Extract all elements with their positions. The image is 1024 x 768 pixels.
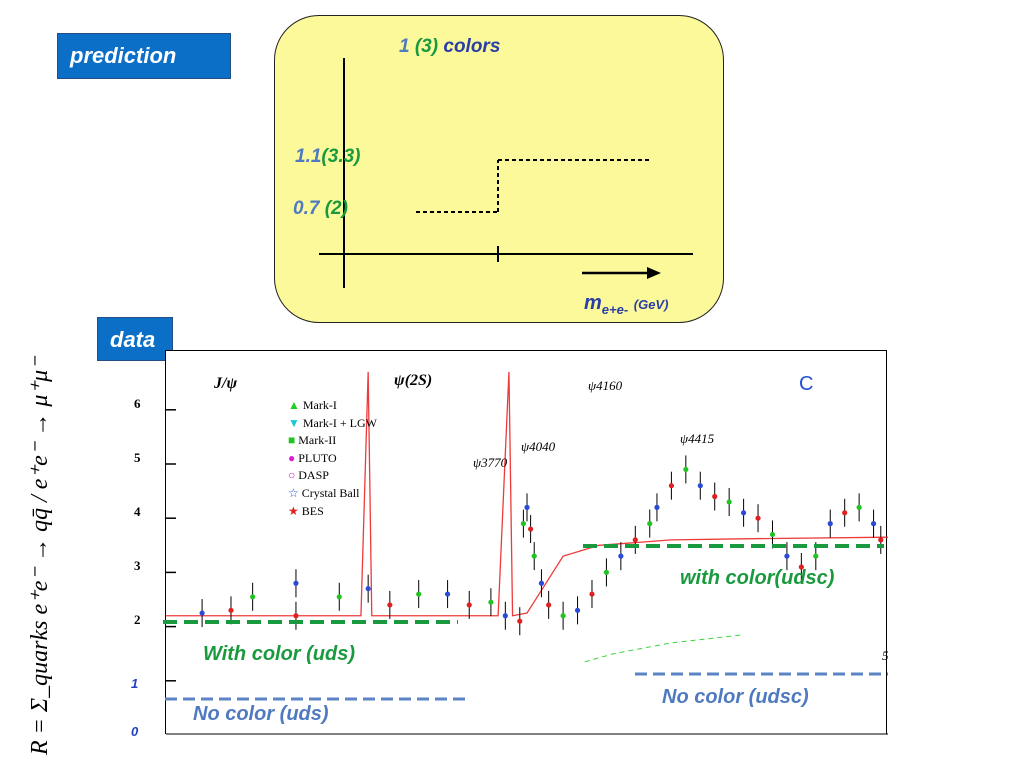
legend-item: ● PLUTO (288, 450, 337, 465)
data-point (856, 504, 862, 510)
r-ratio-chart: J/ψ ψ(2S) ψ3770 ψ4040 ψ4160 ψ4415 ▲ Mark… (165, 350, 889, 735)
data-point (199, 610, 205, 616)
resonance-label-psi3770: ψ3770 (473, 455, 508, 470)
data-point (538, 580, 545, 586)
with-color-udsc-label: with color(udsc) (680, 567, 835, 589)
data-point (560, 613, 566, 619)
data-point (336, 594, 342, 600)
data-point (683, 466, 689, 473)
data-point (827, 521, 833, 527)
legend-item: ▲ Mark-I (288, 398, 337, 412)
data-point (502, 613, 508, 619)
data-point (531, 553, 537, 559)
data-point (798, 564, 804, 570)
continuum-dashed-curve (584, 634, 744, 663)
data-point (517, 618, 523, 624)
data-point (697, 483, 703, 489)
corner-letter: C (799, 373, 814, 395)
data-label: data (97, 317, 173, 361)
y-tick-0: 0 (131, 724, 139, 739)
prediction-label: prediction (57, 33, 231, 79)
legend-item: ☆ Crystal Ball (288, 485, 360, 500)
data-point (546, 602, 552, 608)
data-point (632, 537, 638, 543)
y-tick-1: 1 (131, 676, 139, 691)
resonance-label-psi4040: ψ4040 (521, 439, 556, 454)
data-point (250, 594, 256, 600)
legend-item: ★ BES (288, 503, 324, 518)
data-point (466, 602, 472, 608)
data-point (755, 515, 761, 521)
data-point (769, 531, 776, 538)
prediction-panel: 1 (3) colors 1.1(3.3) 0.7 (2) me+e- (GeV… (274, 15, 724, 323)
with-color-uds-label: With color (uds) (203, 643, 356, 665)
data-point (813, 553, 819, 559)
y-tick-3: 3 (134, 558, 141, 573)
y-tick-4: 4 (134, 504, 141, 519)
resonance-label-jpsi: J/ψ (214, 375, 238, 392)
legend: ▲ Mark-I ▼ Mark-I + LGW ■ Mark-II ● PLUT… (288, 397, 377, 520)
y-tick-2: 2 (134, 612, 141, 627)
data-point (654, 504, 660, 510)
legend-item: ○ DASP (288, 468, 329, 483)
data-point (365, 586, 371, 592)
data-point (741, 510, 747, 516)
data-point (878, 537, 884, 543)
data-point (842, 510, 848, 516)
data-point (589, 591, 595, 597)
data-point (784, 553, 790, 559)
data-point (293, 580, 299, 586)
data-point (870, 521, 877, 527)
colors-title: 1 (3) colors (399, 36, 501, 57)
data-point (520, 521, 526, 527)
mass-axis-label: me+e- (GeV) (584, 292, 669, 317)
y-tick-6: 6 (134, 396, 141, 411)
edge-tick-label: 5 (882, 648, 889, 663)
no-color-udsc-label: No color (udsc) (662, 686, 809, 708)
data-point (444, 591, 451, 597)
legend-item: ■ Mark-II (288, 433, 337, 448)
resonance-label-psi4160: ψ4160 (588, 378, 623, 393)
data-point (416, 591, 422, 597)
upper-level-label: 1.1(3.3) (295, 146, 361, 167)
data-point (647, 521, 653, 527)
y-axis-formula: R = Σ_quarks e⁺e⁻ → qq̄ / e⁺e⁻ → μ⁺μ⁻ (27, 357, 53, 755)
data-point (488, 599, 494, 605)
data-point (603, 569, 610, 575)
data-point (524, 504, 530, 510)
resonance-label-psi4415: ψ4415 (680, 431, 715, 446)
data-point (574, 607, 581, 613)
legend-item: ▼ Mark-I + LGW (288, 415, 377, 430)
data-point (618, 553, 624, 559)
data-point (387, 602, 393, 608)
resonance-label-psi2s: ψ(2S) (394, 372, 433, 389)
lower-level-label: 0.7 (2) (293, 198, 348, 219)
data-point (293, 613, 299, 619)
theory-curve (166, 371, 888, 617)
data-point (712, 493, 718, 500)
no-color-uds-label: No color (uds) (193, 703, 329, 725)
data-point (726, 499, 732, 505)
data-point (228, 607, 234, 613)
data-point (668, 483, 674, 489)
data-point (528, 526, 534, 532)
prediction-step-diagram (319, 58, 693, 288)
y-tick-5: 5 (134, 450, 141, 465)
chart-plot-area (166, 371, 888, 735)
